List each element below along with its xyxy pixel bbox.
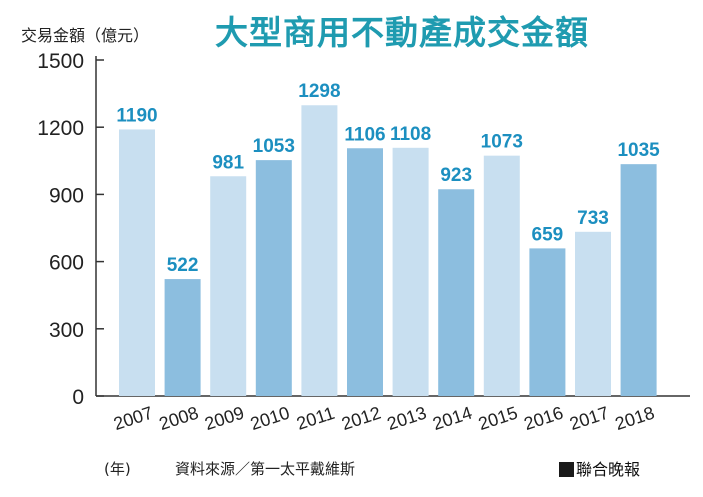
bar-2018 xyxy=(620,164,657,396)
data-label-2013: 1108 xyxy=(390,124,431,145)
publisher-name: 聯合晚報 xyxy=(576,460,641,479)
data-label-2011: 1298 xyxy=(298,81,340,102)
publisher-brand: 聯合晚報 xyxy=(559,456,640,480)
x-axis-unit-label: (年) xyxy=(104,460,131,478)
bars xyxy=(119,105,657,397)
y-tick-label: 300 xyxy=(49,319,84,342)
data-label-2007: 1190 xyxy=(116,105,157,126)
x-tick-label-2012: 2012 xyxy=(339,403,383,434)
bar-2014 xyxy=(438,189,475,396)
x-tick-label-2011: 2011 xyxy=(294,403,337,434)
x-tick-label-2009: 2009 xyxy=(202,403,246,434)
x-tick-label-2017: 2017 xyxy=(567,403,611,434)
bar-2009 xyxy=(210,176,247,396)
bar-2015 xyxy=(483,155,520,396)
y-axis-unit-label: 交易金額（億元） xyxy=(21,26,150,45)
bar-2016 xyxy=(529,248,566,396)
y-tick-label: 600 xyxy=(49,252,84,275)
data-label-2017: 733 xyxy=(577,208,609,229)
y-tick-label: 900 xyxy=(49,184,84,207)
bar-2007 xyxy=(119,129,155,396)
y-axis: 0 300 600 900 1200 1500 xyxy=(37,50,690,409)
bar-2008 xyxy=(164,279,201,396)
data-label-2015: 1073 xyxy=(481,132,523,153)
bar-2011 xyxy=(301,105,338,397)
data-label-2012: 1106 xyxy=(344,124,385,145)
bar-2013 xyxy=(392,147,429,396)
x-tick-label-2007: 2007 xyxy=(111,403,155,434)
data-label-2018: 1035 xyxy=(617,140,660,161)
bar-2010 xyxy=(255,160,292,396)
data-label-2009: 981 xyxy=(212,152,244,173)
x-tick-label-2010: 2010 xyxy=(248,403,292,434)
x-axis-tick-labels: 2007 2008 2009 2010 2011 2012 2013 2014 2015 2016… xyxy=(111,403,657,434)
x-tick-label-2015: 2015 xyxy=(476,403,520,434)
y-tick-label: 1500 xyxy=(37,50,84,73)
data-labels: 1190 522 981 1053 1298 1106 1108 923 1073 659 733 1… xyxy=(116,81,660,276)
x-tick-label-2013: 2013 xyxy=(385,403,429,434)
data-label-2008: 522 xyxy=(167,255,199,276)
data-label-2014: 923 xyxy=(440,165,472,186)
x-tick-label-2018: 2018 xyxy=(613,403,657,434)
y-tick-label: 1200 xyxy=(37,117,84,140)
x-tick-label-2008: 2008 xyxy=(157,403,201,434)
data-label-2016: 659 xyxy=(532,224,564,245)
source-note: 資料來源／第一太平戴維斯 xyxy=(175,460,356,478)
x-tick-label-2016: 2016 xyxy=(521,403,565,434)
y-tick-label: 0 xyxy=(72,386,84,409)
data-label-2010: 1053 xyxy=(253,136,295,157)
chart-title: 大型商用不動產成交金額 xyxy=(215,13,589,52)
bar-2012 xyxy=(347,148,383,396)
bar-2017 xyxy=(575,231,611,396)
brand-square-icon xyxy=(559,462,574,477)
x-tick-label-2014: 2014 xyxy=(430,403,474,434)
